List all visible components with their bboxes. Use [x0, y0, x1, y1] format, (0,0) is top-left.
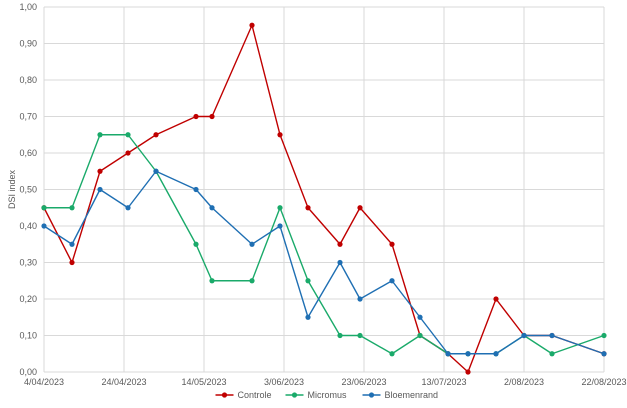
data-point-controle [357, 205, 363, 211]
data-point-controle [389, 241, 395, 247]
y-tick-label: 0,90 [19, 39, 37, 49]
x-tick-label: 4/04/2023 [24, 377, 64, 387]
series-line-controle [43, 24, 605, 373]
y-tick-label: 0,20 [19, 294, 37, 304]
legend-label-bloemenrand: Bloemenrand [385, 390, 439, 400]
data-point-controle [493, 296, 499, 302]
data-point-controle [69, 259, 75, 266]
data-point-micromus [417, 332, 423, 339]
data-point-controle [153, 132, 159, 138]
y-tick-label: 0,40 [19, 221, 37, 231]
data-point-micromus [69, 205, 75, 211]
y-tick-label: 0,80 [19, 75, 37, 85]
x-tick-label: 24/04/2023 [101, 377, 146, 387]
data-point-micromus [125, 132, 131, 138]
x-tick-label: 14/05/2023 [181, 377, 226, 387]
data-point-bloemenrand [153, 168, 159, 174]
y-axis-title: DSI index [7, 169, 17, 209]
data-point-bloemenrand [521, 332, 527, 339]
data-point-bloemenrand [277, 223, 283, 229]
data-point-bloemenrand [389, 278, 395, 284]
x-tick-label: 22/08/2023 [581, 377, 626, 387]
data-point-bloemenrand [417, 314, 423, 320]
y-tick-label: 0,00 [19, 367, 37, 377]
data-point-micromus [41, 205, 47, 211]
data-point-micromus [389, 351, 395, 357]
data-point-bloemenrand [209, 205, 215, 211]
x-tick-label: 2/08/2023 [504, 377, 544, 387]
data-point-micromus [337, 332, 343, 339]
data-point-bloemenrand [357, 296, 363, 302]
data-point-controle [97, 168, 103, 174]
y-tick-label: 0,10 [19, 331, 37, 341]
legend-marker-bloemenrand [368, 392, 375, 398]
legend-marker-micromus [291, 392, 298, 398]
y-tick-label: 0,70 [19, 112, 37, 122]
legend-label-micromus: Micromus [308, 390, 348, 400]
y-tick-label: 1,00 [19, 2, 37, 12]
data-point-micromus [249, 278, 255, 284]
y-tick-label: 0,50 [19, 185, 37, 195]
data-point-bloemenrand [69, 241, 75, 247]
data-point-bloemenrand [601, 351, 607, 357]
data-point-micromus [357, 332, 363, 339]
data-point-controle [277, 132, 283, 138]
data-point-controle [249, 22, 255, 28]
data-point-bloemenrand [445, 351, 451, 357]
data-point-micromus [193, 241, 199, 247]
data-point-bloemenrand [97, 186, 103, 193]
y-tick-label: 0,60 [19, 148, 37, 158]
data-point-controle [209, 113, 215, 120]
data-point-controle [305, 205, 311, 211]
x-tick-label: 3/06/2023 [264, 377, 304, 387]
series-line-micromus [44, 134, 605, 355]
x-tick-label: 23/06/2023 [341, 377, 386, 387]
series-line-bloemenrand [43, 170, 605, 355]
data-point-controle [465, 369, 471, 375]
data-point-micromus [277, 205, 283, 211]
data-point-bloemenrand [493, 351, 499, 357]
data-point-micromus [97, 132, 103, 138]
data-point-micromus [601, 332, 607, 339]
data-point-bloemenrand [125, 205, 131, 211]
data-point-bloemenrand [305, 314, 311, 320]
data-point-controle [125, 150, 131, 156]
data-point-micromus [305, 278, 311, 284]
legend-label-controle: Controle [238, 390, 272, 400]
data-point-controle [337, 241, 343, 247]
legend-marker-controle [221, 392, 228, 398]
data-point-bloemenrand [249, 241, 255, 247]
data-point-bloemenrand [41, 223, 47, 229]
x-tick-label: 13/07/2023 [421, 377, 466, 387]
data-point-bloemenrand [465, 351, 471, 357]
data-point-bloemenrand [193, 186, 199, 193]
data-point-micromus [549, 351, 555, 357]
data-point-micromus [209, 278, 215, 284]
data-point-bloemenrand [549, 332, 555, 339]
y-tick-label: 0,30 [19, 258, 37, 268]
data-point-bloemenrand [337, 259, 343, 266]
data-point-controle [193, 113, 199, 120]
